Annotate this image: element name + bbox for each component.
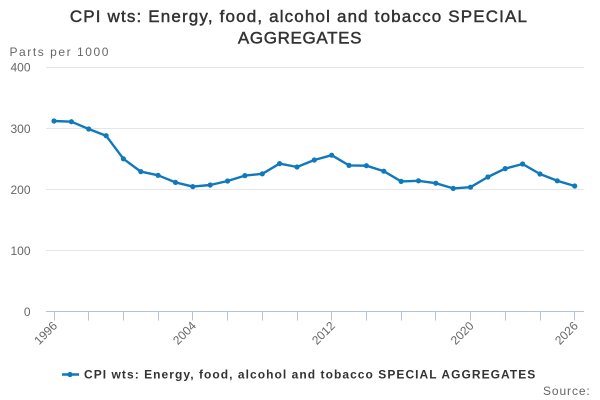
svg-text:100: 100 (10, 244, 30, 258)
svg-text:0: 0 (24, 305, 31, 319)
svg-text:300: 300 (10, 122, 30, 136)
svg-text:Parts per 1000: Parts per 1000 (10, 45, 110, 59)
svg-text:400: 400 (10, 61, 30, 75)
svg-text:CPI wts: Energy, food, alcohol: CPI wts: Energy, food, alcohol and tobac… (70, 7, 528, 26)
svg-text:CPI wts: Energy, food, alcohol: CPI wts: Energy, food, alcohol and tobac… (84, 368, 536, 382)
svg-text:Source:: Source: (543, 384, 591, 398)
svg-text:AGGREGATES: AGGREGATES (238, 28, 362, 47)
svg-text:200: 200 (10, 183, 30, 197)
